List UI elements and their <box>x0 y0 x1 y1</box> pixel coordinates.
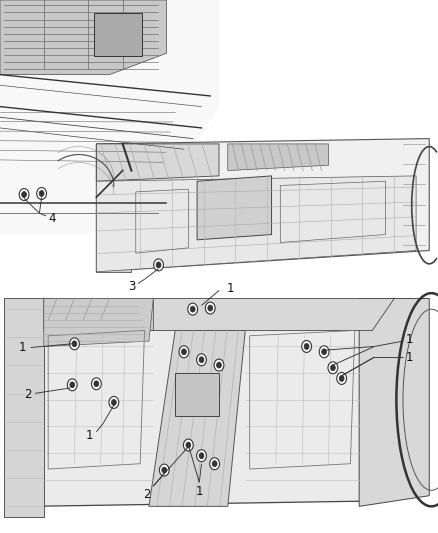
Circle shape <box>321 349 327 355</box>
Circle shape <box>199 357 204 363</box>
Circle shape <box>21 191 27 198</box>
Circle shape <box>70 338 79 350</box>
Circle shape <box>214 359 224 371</box>
Circle shape <box>37 188 46 199</box>
Polygon shape <box>228 144 328 171</box>
Text: 3: 3 <box>128 280 135 293</box>
Text: 1: 1 <box>226 282 234 295</box>
Circle shape <box>162 467 167 473</box>
Circle shape <box>197 450 206 462</box>
Circle shape <box>302 341 311 352</box>
Circle shape <box>330 365 336 371</box>
Circle shape <box>216 362 222 368</box>
Circle shape <box>304 343 309 350</box>
Circle shape <box>208 305 213 311</box>
Polygon shape <box>197 176 272 240</box>
Text: 2: 2 <box>143 488 151 501</box>
Polygon shape <box>0 0 219 235</box>
Circle shape <box>197 354 206 366</box>
Text: 1: 1 <box>406 333 413 346</box>
Text: 2: 2 <box>24 388 32 401</box>
Circle shape <box>109 397 119 408</box>
Polygon shape <box>0 0 166 75</box>
Circle shape <box>19 189 29 200</box>
Circle shape <box>181 349 187 355</box>
Circle shape <box>199 453 204 459</box>
Polygon shape <box>149 330 245 506</box>
Circle shape <box>67 379 77 391</box>
Circle shape <box>319 346 329 358</box>
Polygon shape <box>96 144 131 272</box>
Circle shape <box>184 439 193 451</box>
Polygon shape <box>96 139 429 272</box>
Circle shape <box>39 190 44 197</box>
Circle shape <box>70 382 75 388</box>
Circle shape <box>154 259 163 271</box>
Text: 4: 4 <box>48 212 56 225</box>
Circle shape <box>188 303 198 315</box>
Polygon shape <box>96 176 416 272</box>
Circle shape <box>94 381 99 387</box>
Polygon shape <box>44 298 153 346</box>
Circle shape <box>205 302 215 314</box>
Polygon shape <box>96 144 219 181</box>
Polygon shape <box>359 298 429 506</box>
Circle shape <box>72 341 77 347</box>
Circle shape <box>328 362 338 374</box>
Circle shape <box>210 458 219 470</box>
FancyBboxPatch shape <box>94 13 142 56</box>
Circle shape <box>159 464 169 476</box>
Polygon shape <box>44 298 394 330</box>
FancyBboxPatch shape <box>175 373 219 416</box>
Circle shape <box>339 375 344 382</box>
Polygon shape <box>4 298 44 517</box>
Circle shape <box>92 378 101 390</box>
Circle shape <box>179 346 189 358</box>
Circle shape <box>190 306 195 312</box>
Text: 1: 1 <box>19 341 27 354</box>
Circle shape <box>156 262 161 268</box>
Circle shape <box>337 373 346 384</box>
Circle shape <box>111 399 117 406</box>
Text: 1: 1 <box>86 430 94 442</box>
Text: 1: 1 <box>406 351 413 364</box>
Circle shape <box>212 461 217 467</box>
Polygon shape <box>31 298 394 506</box>
Polygon shape <box>44 298 153 330</box>
Text: 1: 1 <box>195 485 203 498</box>
Circle shape <box>186 442 191 448</box>
